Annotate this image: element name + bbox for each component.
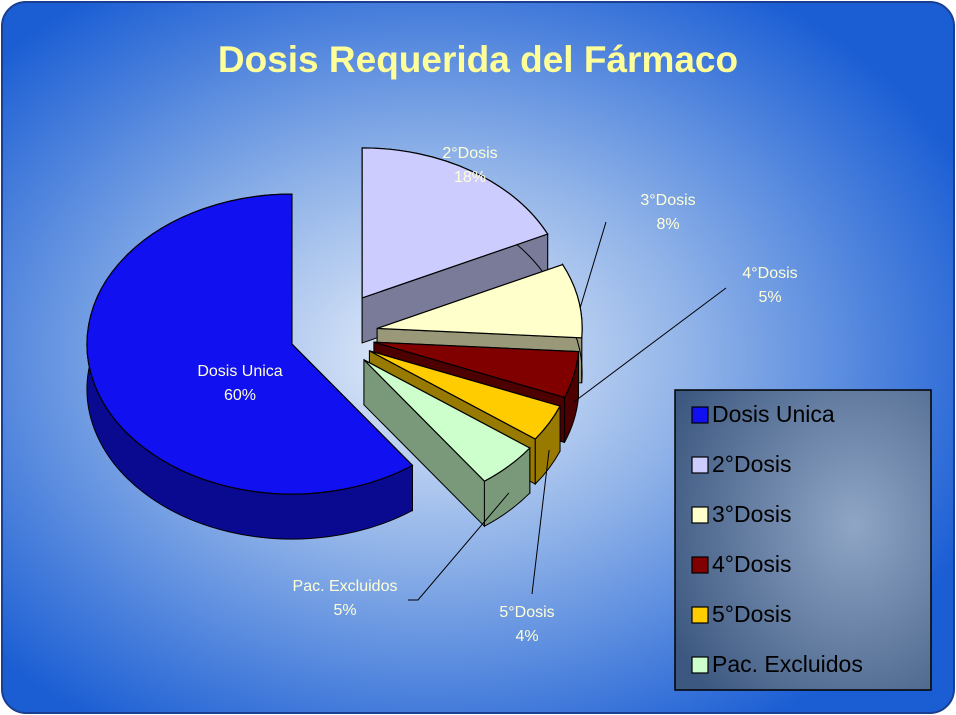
slice <box>86 193 414 495</box>
data-label: 2°Dosis 18% <box>442 145 497 186</box>
leader-line <box>579 221 607 308</box>
labels: Dosis Unica 60% 2°Dosis 18% 3°Dosis 8% 4°Dosis… <box>197 145 797 645</box>
slice <box>363 359 531 482</box>
legend-label: 2°Dosis <box>712 451 792 477</box>
legend-swatch <box>691 456 709 474</box>
leader-line <box>408 492 510 601</box>
leader-line <box>531 450 550 595</box>
legend-label: Pac. Excluidos <box>712 651 863 677</box>
leader-line <box>573 287 727 403</box>
pie <box>86 147 583 540</box>
label-category: Dosis Unica <box>197 363 282 380</box>
data-label: 5°Dosis 4% <box>499 604 554 645</box>
legend-label: 5°Dosis <box>712 601 792 627</box>
label-value: 4% <box>515 628 538 645</box>
data-label: 4°Dosis 5% <box>742 265 797 306</box>
label-category: 5°Dosis <box>499 604 554 621</box>
data-label: Dosis Unica 60% <box>197 363 282 404</box>
legend: Dosis Unica 2°Dosis 3°Dosis 4°Dosis 5°Dosis P… <box>691 401 863 677</box>
label-value: 8% <box>656 216 679 233</box>
legend-box <box>674 389 932 691</box>
data-label: Pac. Excluidos 5% <box>293 578 398 619</box>
legend-swatch <box>691 506 709 524</box>
label-value: 5% <box>333 602 356 619</box>
legend-label: 4°Dosis <box>712 551 792 577</box>
legend-swatch <box>691 406 709 424</box>
label-category: 2°Dosis <box>442 145 497 162</box>
legend-label: 3°Dosis <box>712 501 792 527</box>
slice <box>376 263 583 339</box>
data-label: 3°Dosis 8% <box>640 192 695 233</box>
legend-swatch <box>691 606 709 624</box>
label-value: 18% <box>454 169 486 186</box>
legend-label: Dosis Unica <box>712 401 835 427</box>
slice <box>373 341 580 399</box>
slice <box>369 350 561 440</box>
legend-swatch <box>691 656 709 674</box>
label-category: 4°Dosis <box>742 265 797 282</box>
slice <box>361 147 549 299</box>
chart-title: Dosis Requerida del Fármaco <box>218 39 738 80</box>
label-category: 3°Dosis <box>640 192 695 209</box>
label-value: 5% <box>758 289 781 306</box>
label-category: Pac. Excluidos <box>293 578 398 595</box>
label-value: 60% <box>224 387 256 404</box>
legend-swatch <box>691 556 709 574</box>
